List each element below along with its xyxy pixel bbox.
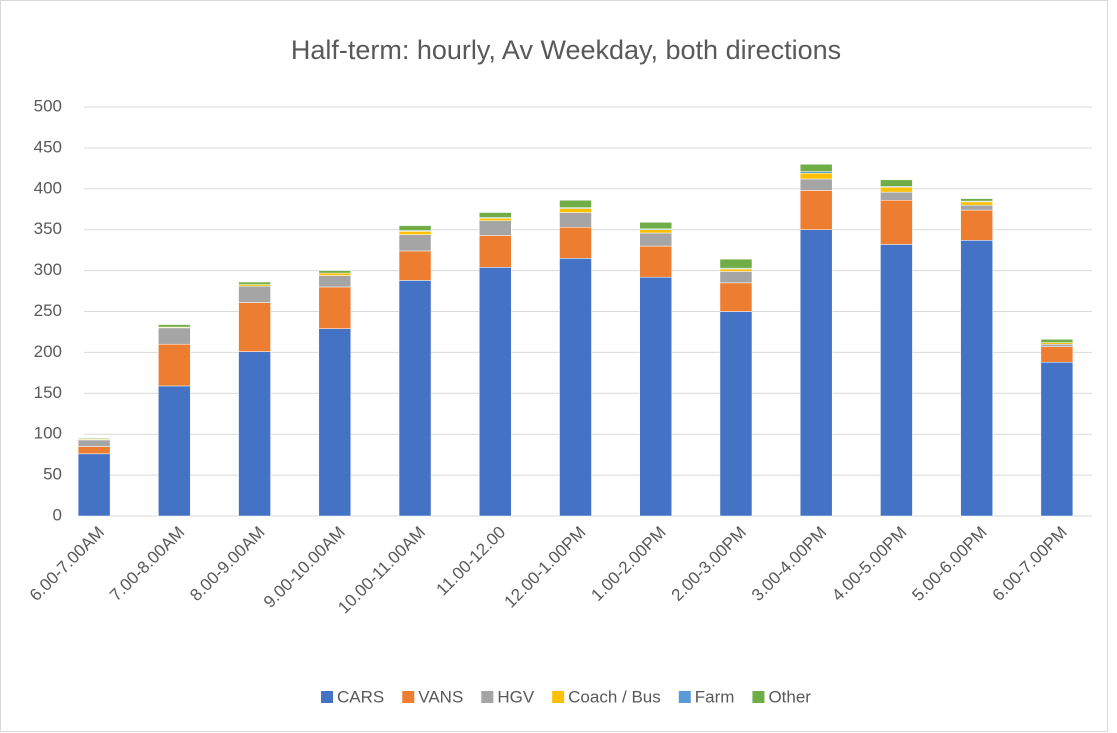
bar-segment — [960, 240, 993, 517]
bar-segment — [1040, 343, 1074, 347]
bar-segment — [398, 250, 432, 281]
bar-segment — [880, 244, 913, 517]
y-tick-label: 50 — [43, 465, 62, 484]
legend-swatch — [752, 691, 765, 703]
bar-segment — [639, 276, 672, 517]
y-tick-label: 350 — [34, 219, 62, 238]
bar-segment — [639, 222, 672, 230]
bar-segment — [960, 201, 993, 206]
bar-segment — [398, 280, 432, 517]
bar-segment — [799, 164, 833, 172]
bar-segment — [77, 438, 111, 440]
legend-label: Coach / Bus — [568, 687, 661, 706]
bar-segment — [799, 190, 833, 230]
bar-segment — [799, 178, 833, 191]
bar-segment — [880, 191, 913, 201]
bar-segment — [639, 245, 672, 278]
bar-segment — [238, 285, 271, 303]
legend-swatch — [321, 691, 334, 703]
bar-segment — [960, 209, 993, 241]
bar-segment — [77, 453, 111, 517]
bar-segment — [318, 328, 352, 517]
bar-segment — [77, 446, 111, 455]
bar-segment — [479, 220, 512, 236]
legend-swatch — [481, 691, 494, 703]
bar-segment — [318, 275, 352, 288]
bar-segment — [158, 385, 191, 517]
chart-title: Half-term: hourly, Av Weekday, both dire… — [291, 35, 841, 65]
bar-segment — [880, 186, 913, 193]
bar-segment — [158, 327, 191, 345]
bar-segment — [1040, 361, 1074, 517]
y-tick-label: 300 — [34, 260, 62, 279]
legend-label: HGV — [497, 687, 535, 706]
legend-label: Farm — [695, 687, 735, 706]
bar-segment — [238, 281, 271, 285]
bar-segment — [1040, 339, 1074, 343]
y-tick-label: 450 — [34, 137, 62, 156]
bar-segment — [719, 282, 753, 312]
bar-segment — [719, 271, 753, 284]
bar-segment — [398, 234, 432, 252]
bar-segment — [398, 231, 432, 235]
legend-swatch — [678, 691, 691, 703]
bar-segment — [719, 258, 753, 269]
bar-segment — [1040, 346, 1074, 363]
bar-segment — [238, 351, 271, 517]
legend-label: Other — [768, 687, 811, 706]
legend-swatch — [552, 691, 565, 703]
legend-label: VANS — [418, 687, 463, 706]
y-tick-label: 250 — [34, 301, 62, 320]
bar-segment — [719, 268, 753, 272]
bar-segment — [559, 200, 592, 208]
bar-segment — [880, 179, 913, 187]
bar-segment — [799, 229, 833, 517]
bar-segment — [559, 212, 592, 228]
y-tick-label: 100 — [34, 424, 62, 443]
bar-segment — [479, 267, 512, 517]
bar-segment — [559, 208, 592, 213]
bar-segment — [960, 198, 993, 202]
bar-segment — [238, 302, 271, 352]
bar-segment — [479, 217, 512, 221]
bar-segment — [639, 229, 672, 234]
bar-segment — [799, 173, 833, 180]
bar-segment — [960, 204, 993, 211]
bar-segment — [318, 272, 352, 276]
bar-segment — [479, 235, 512, 268]
y-tick-label: 150 — [34, 383, 62, 402]
legend-label: CARS — [337, 687, 384, 706]
bar-segment — [559, 226, 592, 259]
bar-segment — [77, 439, 111, 447]
legend-swatch — [402, 691, 415, 703]
bar-segment — [398, 225, 432, 231]
bar-segment — [158, 343, 191, 387]
bar-segment — [559, 258, 592, 517]
y-tick-label: 0 — [53, 505, 62, 524]
bar-segment — [639, 232, 672, 247]
bar-segment — [318, 270, 352, 274]
bar-segment — [719, 311, 753, 517]
y-tick-label: 200 — [34, 342, 62, 361]
bar-segment — [479, 212, 512, 218]
bar-segment — [318, 286, 352, 329]
y-tick-label: 500 — [34, 96, 62, 115]
bar-segment — [158, 324, 191, 328]
y-tick-label: 400 — [34, 178, 62, 197]
bar-segment — [880, 200, 913, 245]
